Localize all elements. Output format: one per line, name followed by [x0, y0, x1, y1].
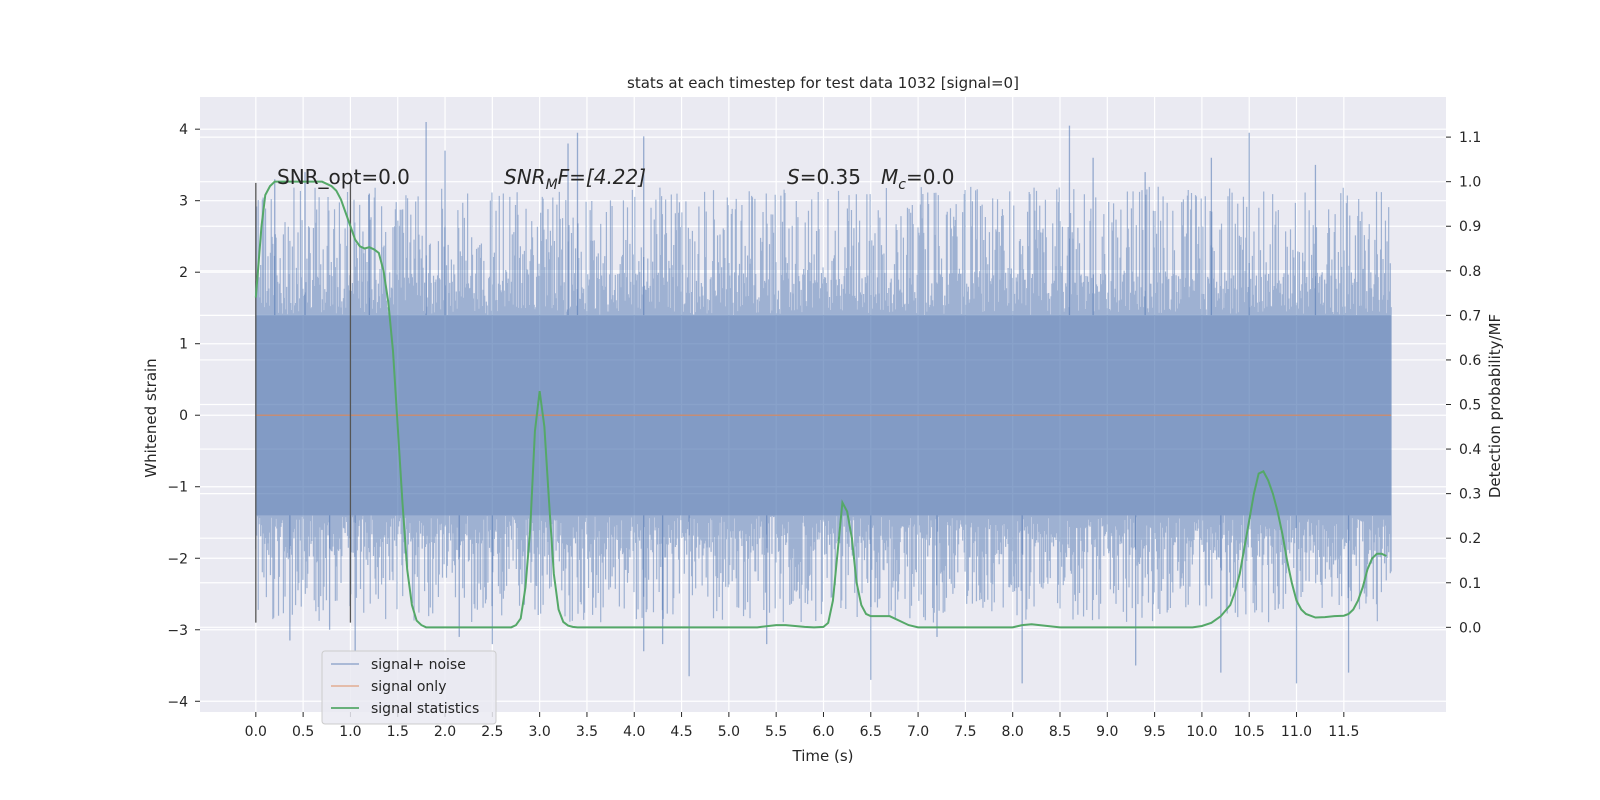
- snr-mf-subscript: M: [546, 177, 558, 193]
- x-axis-label: Time (s): [792, 747, 854, 765]
- x-tick-label-6: 3.0: [529, 724, 551, 740]
- y-right-axis-label: Detection probability/MF: [1486, 314, 1504, 498]
- x-tick-label-21: 10.5: [1234, 724, 1265, 740]
- y-left-tick-label-5: −1: [167, 480, 188, 496]
- vertical-markers: [255, 182, 352, 623]
- x-tick-label-12: 6.0: [812, 724, 834, 740]
- y-left-axis-ticks: 4 3 2 1 0 −1 −2 −3 −4: [167, 122, 200, 710]
- x-tick-label-15: 7.5: [954, 724, 976, 740]
- legend-label-stat: signal statistics: [371, 701, 479, 717]
- y-right-tick-label-5: 0.6: [1459, 353, 1481, 369]
- x-tick-label-9: 4.5: [670, 724, 692, 740]
- x-tick-label-11: 5.5: [765, 724, 787, 740]
- x-tick-label-10: 5.0: [718, 724, 740, 740]
- y-right-tick-label-0: 1.1: [1459, 130, 1481, 146]
- y-right-tick-label-11: 0.0: [1459, 620, 1481, 636]
- legend-label-signal: signal only: [371, 679, 446, 695]
- annotation-snr-mf: SNRMF=[4.22]: [504, 165, 646, 193]
- y-right-tick-label-3: 0.8: [1459, 264, 1481, 280]
- x-tick-label-17: 8.5: [1049, 724, 1071, 740]
- mc-base: M: [881, 165, 898, 189]
- x-tick-label-3: 1.5: [387, 724, 409, 740]
- y-right-tick-label-7: 0.4: [1459, 442, 1481, 458]
- y-right-tick-label-9: 0.2: [1459, 531, 1481, 547]
- y-right-axis-ticks: 1.1 1.0 0.9 0.8 0.7 0.6 0.5 0.4 0.3 0.2 0.1 0.0: [1446, 130, 1481, 636]
- legend: signal+ noise signal only signal statist…: [321, 650, 497, 725]
- chart-title: stats at each timestep for test data 103…: [627, 74, 1019, 92]
- x-tick-label-8: 4.0: [623, 724, 645, 740]
- x-axis-ticks: 0.0 0.5 1.0 1.5 2.0 2.5 3.0 3.5 4.0 4.5 5.0 5.5 6.0 6…: [245, 712, 1359, 740]
- x-tick-label-7: 3.5: [576, 724, 598, 740]
- snr-mf-rest: F=[4.22]: [558, 165, 646, 189]
- snr-mf-base: SNR: [504, 165, 546, 189]
- x-tick-label-2: 1.0: [339, 724, 361, 740]
- x-tick-label-19: 9.5: [1143, 724, 1165, 740]
- y-left-tick-label-7: −3: [167, 623, 188, 639]
- mc-value: =0.0: [906, 165, 955, 189]
- y-right-tick-label-10: 0.1: [1459, 576, 1481, 592]
- y-right-tick-label-8: 0.3: [1459, 487, 1481, 503]
- annotation-snr-opt: SNR_opt=0.0: [277, 165, 410, 189]
- y-left-tick-label-2: 2: [179, 265, 188, 281]
- x-tick-label-5: 2.5: [481, 724, 503, 740]
- y-left-tick-label-4: 0: [179, 408, 188, 424]
- x-tick-label-13: 6.5: [860, 724, 882, 740]
- x-tick-label-14: 7.0: [907, 724, 929, 740]
- y-right-tick-label-2: 0.9: [1459, 219, 1481, 235]
- x-tick-label-0: 0.0: [245, 724, 267, 740]
- mc-subscript: c: [898, 177, 906, 193]
- y-left-tick-label-1: 3: [179, 194, 188, 210]
- signal-statistics-line: [254, 180, 1387, 629]
- y-left-tick-label-6: −2: [167, 551, 188, 567]
- x-tick-label-16: 8.0: [1002, 724, 1024, 740]
- legend-box: [321, 650, 497, 725]
- x-tick-label-1: 0.5: [292, 724, 314, 740]
- y-left-axis-label: Whitened strain: [142, 358, 160, 477]
- annotation-mc: Mc=0.0: [881, 165, 955, 193]
- x-tick-label-20: 10.0: [1186, 724, 1217, 740]
- annotation-s: S=0.35: [787, 165, 861, 189]
- x-tick-label-18: 9.0: [1096, 724, 1118, 740]
- y-right-tick-label-1: 1.0: [1459, 175, 1481, 191]
- legend-label-noise: signal+ noise: [371, 657, 466, 673]
- s-value: =0.35: [800, 165, 861, 189]
- y-right-tick-label-6: 0.5: [1459, 398, 1481, 414]
- x-tick-label-4: 2.0: [434, 724, 456, 740]
- s-label: S: [787, 165, 800, 189]
- y-left-tick-label-3: 1: [179, 337, 188, 353]
- y-left-tick-label-8: −4: [167, 694, 188, 710]
- y-right-tick-label-4: 0.7: [1459, 308, 1481, 324]
- y-left-tick-label-0: 4: [179, 122, 188, 138]
- x-tick-label-22: 11.0: [1281, 724, 1312, 740]
- x-tick-label-23: 11.5: [1328, 724, 1359, 740]
